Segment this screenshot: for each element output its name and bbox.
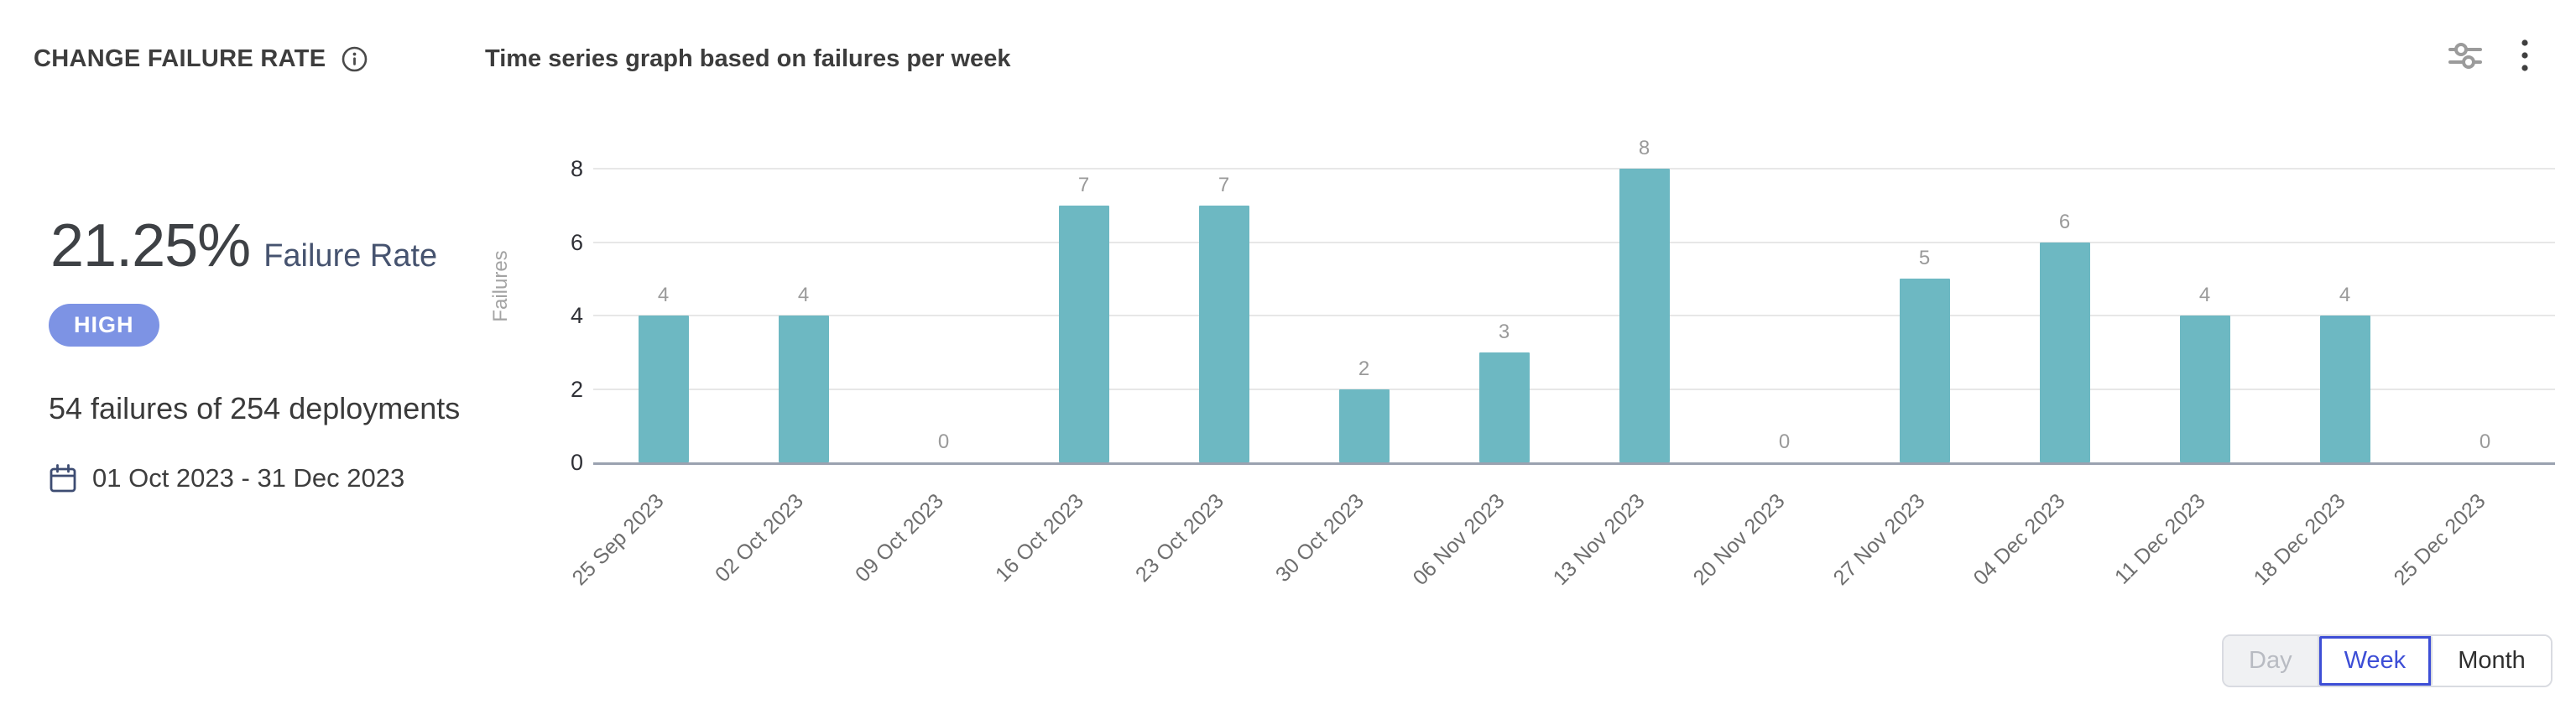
bar-value-label: 3	[1498, 320, 1510, 343]
x-tick-label: 06 Nov 2023	[1408, 489, 1510, 591]
granularity-toggle: Day Week Month	[2222, 634, 2553, 687]
bar[interactable]	[1619, 169, 1670, 462]
x-tick-label: 18 Dec 2023	[2249, 489, 2350, 591]
bar[interactable]	[778, 316, 829, 462]
bar-value-label: 0	[1778, 430, 1791, 453]
bar-value-label: 8	[1638, 137, 1650, 159]
x-tick-label: 11 Dec 2023	[2109, 489, 2210, 589]
page-title: CHANGE FAILURE RATE	[34, 45, 326, 72]
chart-subtitle: Time series graph based on failures per …	[485, 45, 1011, 72]
plot-area: 0 2 4 6 8 4 25 Sep 2023 4 02 Oct 2023 0 09 Oct 202…	[567, 137, 2555, 590]
bar-value-label: 4	[2198, 284, 2211, 306]
x-tick-label: 20 Nov 2023	[1688, 489, 1790, 591]
x-tick-label: 23 Oct 2023	[1131, 489, 1229, 587]
y-tick-label: 4	[570, 303, 583, 328]
x-tick-label: 16 Oct 2023	[991, 489, 1089, 587]
x-tick-label: 02 Oct 2023	[711, 489, 809, 587]
date-range[interactable]: 01 Oct 2023 - 31 Dec 2023	[49, 463, 404, 493]
bar[interactable]	[1899, 279, 1950, 462]
failure-rate-value: 21.25%	[50, 212, 251, 279]
bar[interactable]	[1198, 205, 1249, 462]
bar-value-label: 0	[2479, 430, 2491, 453]
bar-value-label: 0	[937, 430, 950, 453]
kebab-menu-icon[interactable]	[2516, 34, 2534, 77]
x-tick-label: 13 Nov 2023	[1548, 489, 1650, 591]
y-tick-label: 8	[570, 156, 583, 181]
failure-rate-stat: 21.25% Failure Rate	[50, 211, 437, 280]
bar-value-label: 4	[797, 284, 810, 306]
x-tick-label: 25 Dec 2023	[2389, 489, 2490, 591]
info-icon[interactable]	[337, 42, 372, 76]
gridline	[593, 241, 2555, 243]
x-tick-label: 30 Oct 2023	[1271, 489, 1369, 587]
failure-rate-label: Failure Rate	[263, 238, 438, 274]
gridline	[593, 168, 2555, 170]
failures-summary: 54 failures of 254 deployments	[49, 391, 461, 425]
bar[interactable]	[2039, 242, 2090, 462]
x-tick-label: 04 Dec 2023	[1969, 489, 2070, 591]
header-actions	[2443, 34, 2534, 77]
gridline	[593, 315, 2555, 316]
x-tick-label: 25 Sep 2023	[567, 489, 669, 591]
y-tick-label: 0	[570, 450, 583, 475]
severity-badge: HIGH	[49, 304, 159, 347]
y-tick-label: 2	[570, 376, 583, 402]
bar[interactable]	[2319, 316, 2370, 462]
bar-value-label: 2	[1358, 357, 1370, 380]
x-tick-label: 09 Oct 2023	[851, 489, 949, 587]
bar-value-label: 7	[1077, 173, 1090, 196]
y-tick-label: 6	[570, 229, 583, 255]
calendar-icon	[49, 463, 77, 493]
month-button[interactable]: Month	[2433, 636, 2551, 686]
bar[interactable]	[1058, 205, 1109, 462]
date-range-text: 01 Oct 2023 - 31 Dec 2023	[92, 463, 405, 493]
bar-value-label: 4	[2339, 284, 2351, 306]
bar[interactable]	[2179, 316, 2230, 462]
y-axis-title: Failures	[489, 250, 512, 322]
gridline	[593, 388, 2555, 390]
sliders-icon[interactable]	[2443, 34, 2487, 76]
bar-value-label: 6	[2058, 210, 2071, 233]
bar[interactable]	[1478, 352, 1530, 462]
day-button[interactable]: Day	[2224, 636, 2319, 686]
bar[interactable]	[1338, 389, 1390, 462]
widget-header: CHANGE FAILURE RATE	[34, 42, 372, 76]
bar-value-label: 7	[1218, 173, 1230, 196]
bar-value-label: 4	[657, 284, 670, 306]
week-button[interactable]: Week	[2318, 636, 2433, 686]
x-tick-label: 27 Nov 2023	[1828, 489, 1930, 591]
bar-value-label: 5	[1918, 247, 1931, 270]
bar[interactable]	[638, 316, 689, 462]
